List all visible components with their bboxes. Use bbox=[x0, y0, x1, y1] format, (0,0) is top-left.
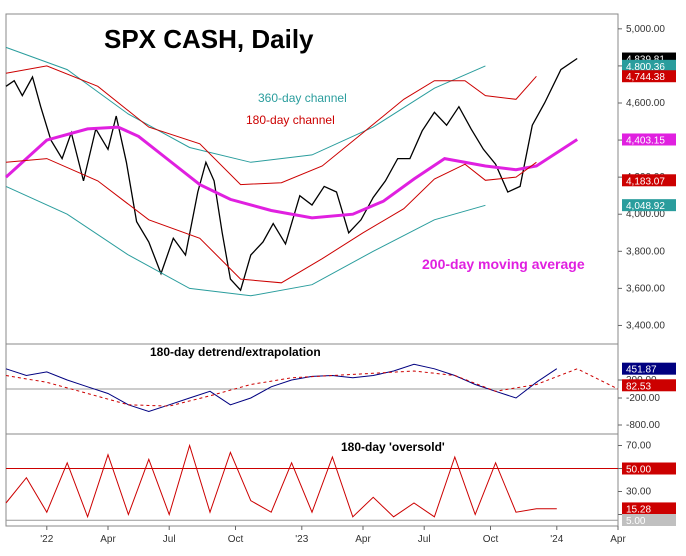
x-tick-label: Oct bbox=[228, 534, 244, 545]
price-tag-label-price: 4,183.07 bbox=[626, 176, 665, 187]
price-tag-bg-detrend bbox=[622, 362, 676, 375]
price-tag-bg-price bbox=[622, 52, 676, 65]
series-price-360-day-channel-upper bbox=[5, 46, 486, 163]
price-tag-bg-price bbox=[622, 133, 676, 146]
axis-layer: 5,000.004,800.004,600.004,400.004,200.00… bbox=[6, 24, 676, 545]
price-tag-bg-oversold bbox=[622, 502, 676, 515]
series-detrend-extrapolation bbox=[5, 368, 619, 407]
price-tag-bg-price bbox=[622, 70, 676, 83]
price-tag-label-price: 4,744.38 bbox=[626, 72, 665, 83]
price-tag-label-price: 4,403.15 bbox=[626, 135, 665, 146]
y-tick-label-oversold: 70.00 bbox=[626, 441, 651, 452]
y-tick-label-detrend: -800.00 bbox=[626, 420, 660, 431]
price-tag-bg-oversold bbox=[622, 514, 676, 526]
x-tick-label: '22 bbox=[40, 534, 53, 545]
price-tag-bg-detrend bbox=[622, 379, 676, 392]
series-price-spx bbox=[5, 57, 578, 292]
price-tag-label-detrend: 451.87 bbox=[626, 365, 657, 376]
series-layer bbox=[4, 46, 619, 519]
series-price-360-day-channel-lower bbox=[5, 185, 486, 297]
y-tick-label-detrend: -200.00 bbox=[626, 393, 660, 404]
price-tag-bg-price bbox=[622, 174, 676, 187]
price-tag-bg-price bbox=[622, 59, 676, 72]
price-tag-bg-oversold bbox=[622, 462, 676, 475]
x-tick-label: '24 bbox=[550, 534, 563, 545]
x-tick-label: Oct bbox=[483, 534, 499, 545]
annotation-360-day-channel: 360-day channel bbox=[258, 91, 347, 105]
price-tag-label-price: 4,800.36 bbox=[626, 62, 665, 73]
price-tag-label-price: 4,048.92 bbox=[626, 201, 665, 212]
y-tick-label-price: 3,800.00 bbox=[626, 246, 665, 257]
annotation-layer: 360-day channel 180-day channel 200-day … bbox=[150, 91, 585, 454]
series-price-200-day-moving-average bbox=[4, 125, 579, 220]
price-tag-label-detrend: 82.53 bbox=[626, 381, 651, 392]
x-tick-label: Apr bbox=[100, 534, 116, 545]
annotation-180-day-channel: 180-day channel bbox=[246, 113, 335, 127]
price-tag-bg-price bbox=[622, 199, 676, 212]
price-tag-label-oversold: 50.00 bbox=[626, 465, 651, 476]
y-tick-label-price: 4,600.00 bbox=[626, 98, 665, 109]
y-tick-label-price: 3,600.00 bbox=[626, 283, 665, 294]
series-oversold-oversold bbox=[5, 443, 557, 519]
price-tag-label-oversold: 15.28 bbox=[626, 504, 651, 515]
y-tick-label-price: 4,000.00 bbox=[626, 209, 665, 220]
y-tick-label-price: 5,000.00 bbox=[626, 24, 665, 35]
series-price-180-day-channel-lower bbox=[5, 158, 537, 284]
x-tick-label: Jul bbox=[163, 534, 176, 545]
series-detrend-detrend bbox=[5, 363, 558, 413]
annotation-200-day-moving-average: 200-day moving average bbox=[422, 256, 585, 272]
x-tick-label: Apr bbox=[355, 534, 371, 545]
detrend-panel-label: 180-day detrend/extrapolation bbox=[150, 345, 321, 359]
y-tick-label-oversold: 30.00 bbox=[626, 487, 651, 498]
x-tick-label: Jul bbox=[418, 534, 431, 545]
x-tick-label: Apr bbox=[610, 534, 626, 545]
x-tick-label: '23 bbox=[295, 534, 308, 545]
panel-frames bbox=[5, 13, 619, 527]
y-tick-label-price: 3,400.00 bbox=[626, 320, 665, 331]
chart-title: SPX CASH, Daily bbox=[104, 24, 314, 54]
price-tag-label-oversold: 5.00 bbox=[626, 516, 646, 527]
oversold-panel-label: 180-day 'oversold' bbox=[341, 440, 445, 454]
series-price-180-day-channel-upper bbox=[5, 65, 537, 186]
